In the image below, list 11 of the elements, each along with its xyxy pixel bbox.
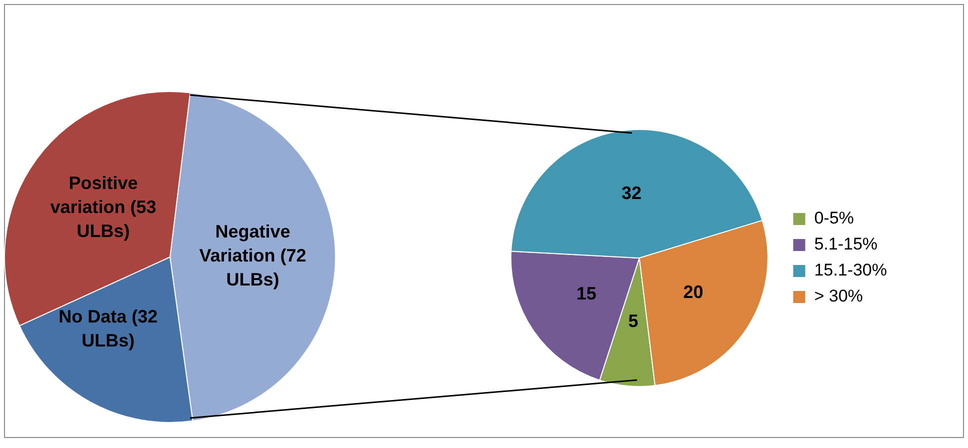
legend-label: 0-5% (814, 208, 854, 228)
slice-label: Positive variation (53 ULBs) (50, 173, 156, 242)
slice-label: No Data (32 ULBs) (58, 306, 158, 350)
data-label: 15 (576, 283, 596, 304)
data-label: 32 (622, 183, 642, 204)
legend-label: 15.1-30% (814, 260, 888, 280)
data-label: 5 (628, 310, 638, 331)
slice-label: Negative Variation (72 ULBs) (199, 221, 306, 290)
data-label: 20 (683, 282, 704, 302)
legend-label: 5.1-15% (814, 234, 878, 254)
legend-label: > 30% (814, 286, 863, 306)
